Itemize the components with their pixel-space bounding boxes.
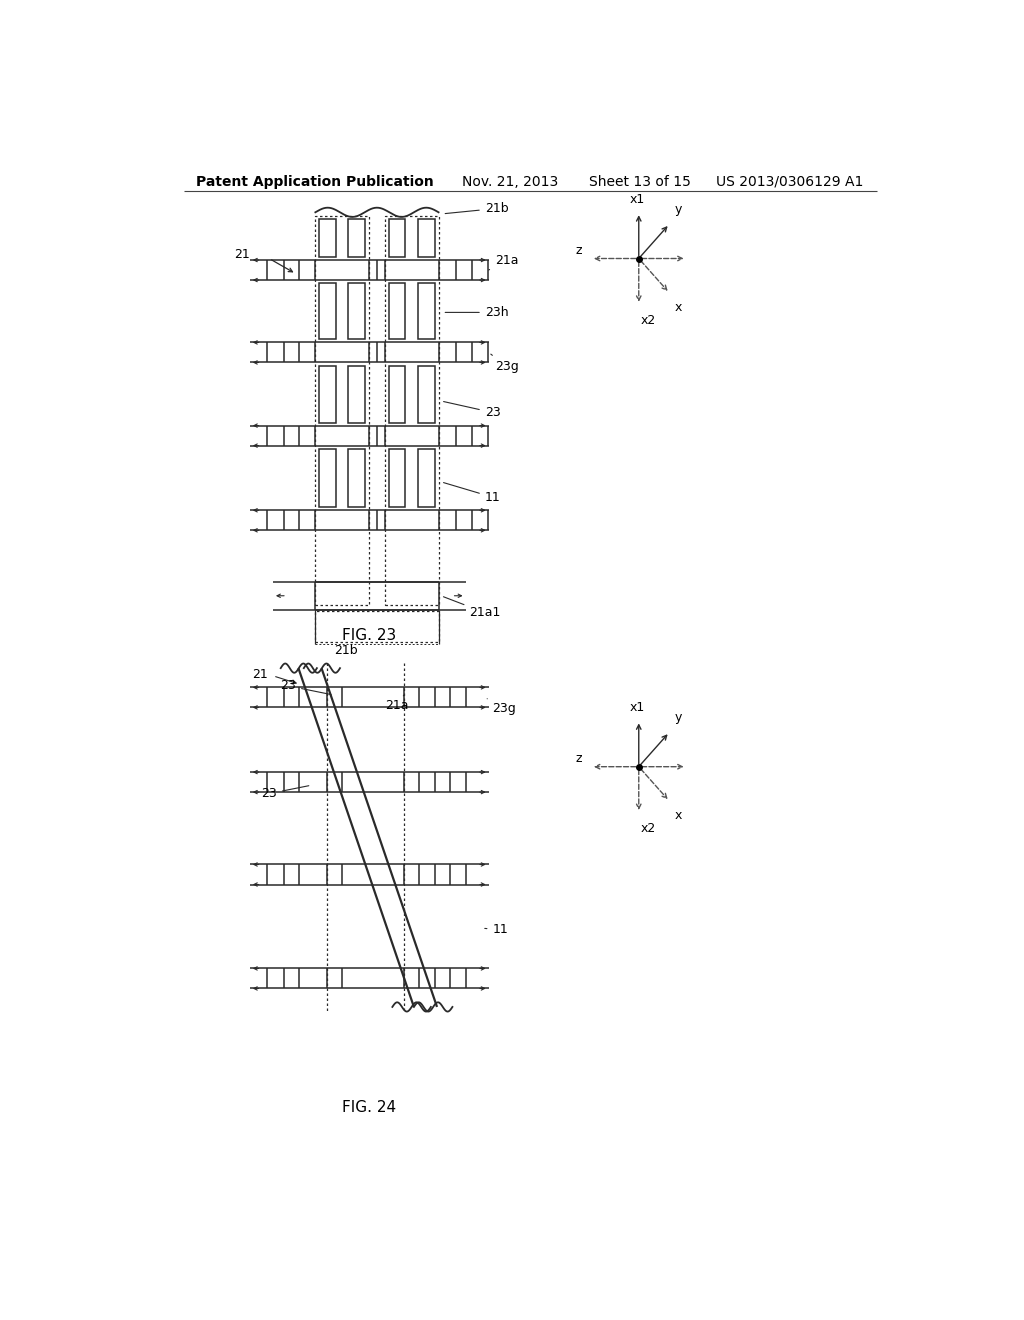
Bar: [418, 219, 435, 257]
Text: z: z: [575, 244, 582, 257]
Bar: [418, 366, 435, 422]
Text: 11: 11: [443, 483, 501, 504]
Bar: [348, 449, 366, 507]
Bar: [319, 284, 336, 339]
Bar: [388, 219, 406, 257]
Bar: [348, 366, 366, 422]
Bar: [388, 284, 406, 339]
Bar: [315, 611, 438, 642]
Text: FIG. 23: FIG. 23: [342, 628, 396, 643]
Bar: [388, 449, 406, 507]
Bar: [319, 219, 336, 257]
Text: 21a1: 21a1: [443, 597, 501, 619]
Text: 21b: 21b: [335, 644, 358, 656]
Text: Patent Application Publication: Patent Application Publication: [196, 174, 434, 189]
Text: FIG. 24: FIG. 24: [342, 1100, 396, 1114]
Text: x: x: [675, 301, 682, 314]
Text: 23: 23: [281, 680, 331, 694]
Text: x: x: [675, 809, 682, 822]
Text: 21a: 21a: [488, 253, 518, 271]
Text: y: y: [675, 203, 682, 216]
Text: 23: 23: [443, 401, 501, 418]
Bar: [348, 284, 366, 339]
Bar: [388, 366, 406, 422]
Text: 21a: 21a: [385, 696, 409, 711]
Text: 21: 21: [252, 668, 267, 681]
Bar: [319, 366, 336, 422]
Text: 23h: 23h: [445, 306, 508, 319]
Text: 23: 23: [261, 785, 309, 800]
Text: 21b: 21b: [445, 202, 508, 215]
Text: 11: 11: [484, 924, 508, 936]
Text: z: z: [575, 752, 582, 766]
Text: y: y: [675, 711, 682, 725]
Bar: [385, 216, 438, 605]
Bar: [319, 449, 336, 507]
Bar: [418, 284, 435, 339]
Bar: [315, 216, 370, 605]
Text: x2: x2: [640, 822, 655, 836]
Text: US 2013/0306129 A1: US 2013/0306129 A1: [716, 174, 863, 189]
Text: Sheet 13 of 15: Sheet 13 of 15: [589, 174, 690, 189]
Bar: [348, 219, 366, 257]
Bar: [418, 449, 435, 507]
Text: x1: x1: [630, 193, 645, 206]
Text: 23g: 23g: [490, 354, 518, 372]
Text: x1: x1: [630, 701, 645, 714]
Text: Nov. 21, 2013: Nov. 21, 2013: [462, 174, 558, 189]
Text: x2: x2: [640, 314, 655, 327]
Text: 21: 21: [234, 248, 250, 261]
Text: 23g: 23g: [487, 698, 516, 714]
